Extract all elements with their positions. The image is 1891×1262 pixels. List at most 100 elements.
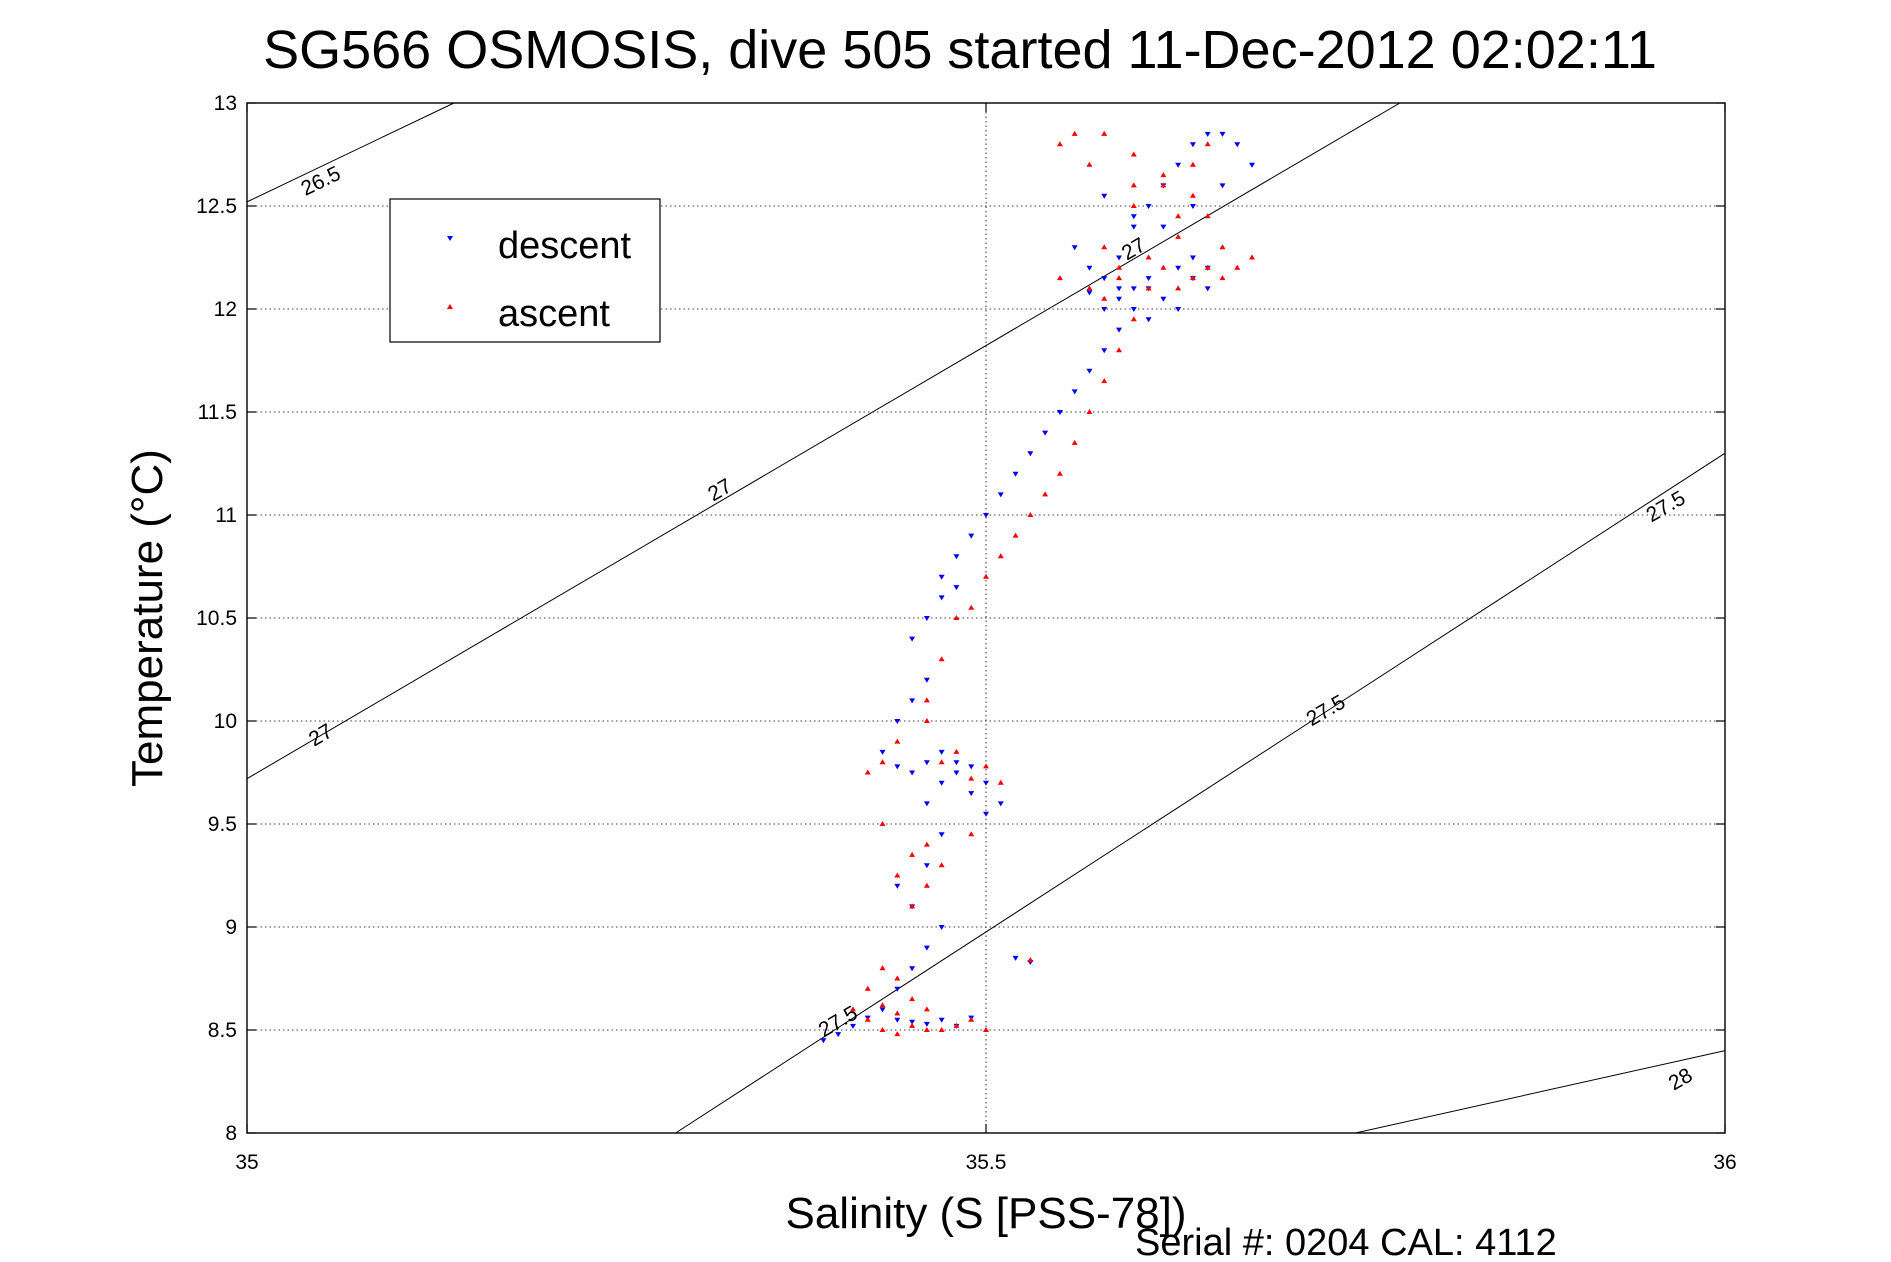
ascent-point [938,862,945,868]
ascent-point [1145,254,1152,260]
descent-point [1116,286,1123,292]
ascent-point [997,553,1004,559]
descent-point [923,760,930,766]
ascent-point [1056,275,1063,281]
ascent-point [909,851,916,857]
ascent-point [938,759,945,765]
ascent-point [983,763,989,769]
descent-point [997,492,1004,498]
ascent-point [1204,141,1211,147]
ascent-point [879,821,886,826]
y-tick-label: 13 [214,92,237,115]
ascent-point [923,882,930,888]
x-tick-label: 36 [1713,1151,1736,1174]
ascent-point [923,1006,930,1012]
descent-point [1189,255,1196,261]
ascent-point [894,1031,901,1037]
ascent-point [879,759,886,765]
ascent-point [909,996,916,1002]
ascent-point [1219,244,1226,250]
chart-title: SG566 OSMOSIS, dive 505 started 11-Dec-2… [263,20,1657,80]
descent-point [1116,296,1123,302]
descent-point [1012,955,1019,961]
descent-point [909,698,916,704]
descent-point [1086,368,1093,374]
descent-point [1175,307,1182,312]
descent-point [1234,142,1241,148]
descent-point [923,677,930,683]
ascent-point [953,748,960,754]
descent-point [938,749,945,755]
ascent-point [1116,347,1123,353]
ascent-point [1071,439,1078,445]
descent-point [1101,307,1108,312]
ascent-point [909,903,916,909]
descent-point [938,832,945,838]
ascent-point [1056,141,1063,147]
descent-point [1145,204,1152,209]
ascent-point [1130,203,1137,208]
descent-point [1219,131,1226,137]
descent-point [983,811,989,817]
y-tick-label: 11 [215,504,237,527]
ascent-point [1189,192,1196,198]
ascent-point [968,775,975,781]
ascent-point [1160,264,1167,270]
descent-point [1204,286,1211,292]
ascent-point [953,1022,960,1028]
ascent-point [1086,285,1093,291]
descent-point [1160,296,1167,302]
descent-point [968,533,975,539]
ascent-point [1175,233,1182,239]
x-axis-label: Salinity (S [PSS-78]) [785,1189,1186,1238]
descent-point [1101,276,1108,282]
descent-point [938,1017,945,1023]
descent-point [938,925,945,930]
descent-point [1130,224,1137,230]
descent-point [1130,286,1137,292]
contour-line-28 [1355,1050,1726,1134]
data-points [820,130,1256,1044]
descent-point [909,1019,916,1025]
ascent-point [879,1027,886,1032]
descent-point [909,770,916,776]
ascent-point [894,1010,901,1016]
ascent-point [968,604,975,610]
y-tick-label: 10 [214,710,237,733]
descent-point [953,585,960,591]
ascent-point [1204,264,1211,270]
descent-point [1145,276,1152,282]
descent-point [983,780,989,786]
descent-point [879,749,886,755]
ascent-point [894,872,901,878]
descent-point [953,770,960,776]
ascent-point [1175,213,1182,219]
x-tick-label: 35 [235,1151,258,1174]
ascent-point [894,738,901,744]
legend-ascent-marker [447,304,453,309]
ascent-point [1101,130,1108,136]
descent-point [1175,162,1182,168]
ascent-point [1116,275,1123,281]
ascent-point [968,831,975,837]
descent-point [894,883,901,889]
descent-point [1056,410,1063,415]
ascent-point [968,1016,975,1022]
ascent-point [849,1006,856,1012]
ascent-point [1189,161,1196,167]
descent-point [1130,307,1137,312]
y-tick-label: 12 [214,298,237,321]
ascent-point [997,779,1004,785]
ascent-point [1249,254,1256,260]
descent-point [1101,348,1108,354]
descent-point [1027,451,1034,457]
descent-point [968,764,975,770]
descent-point [909,966,916,972]
descent-point [1204,131,1211,137]
ascent-point [909,1022,916,1028]
ascent-point [1101,244,1108,250]
legend-descent-marker [447,236,453,241]
y-tick-label: 9.5 [208,813,237,836]
ascent-point [864,985,871,991]
ascent-point [1234,264,1241,270]
